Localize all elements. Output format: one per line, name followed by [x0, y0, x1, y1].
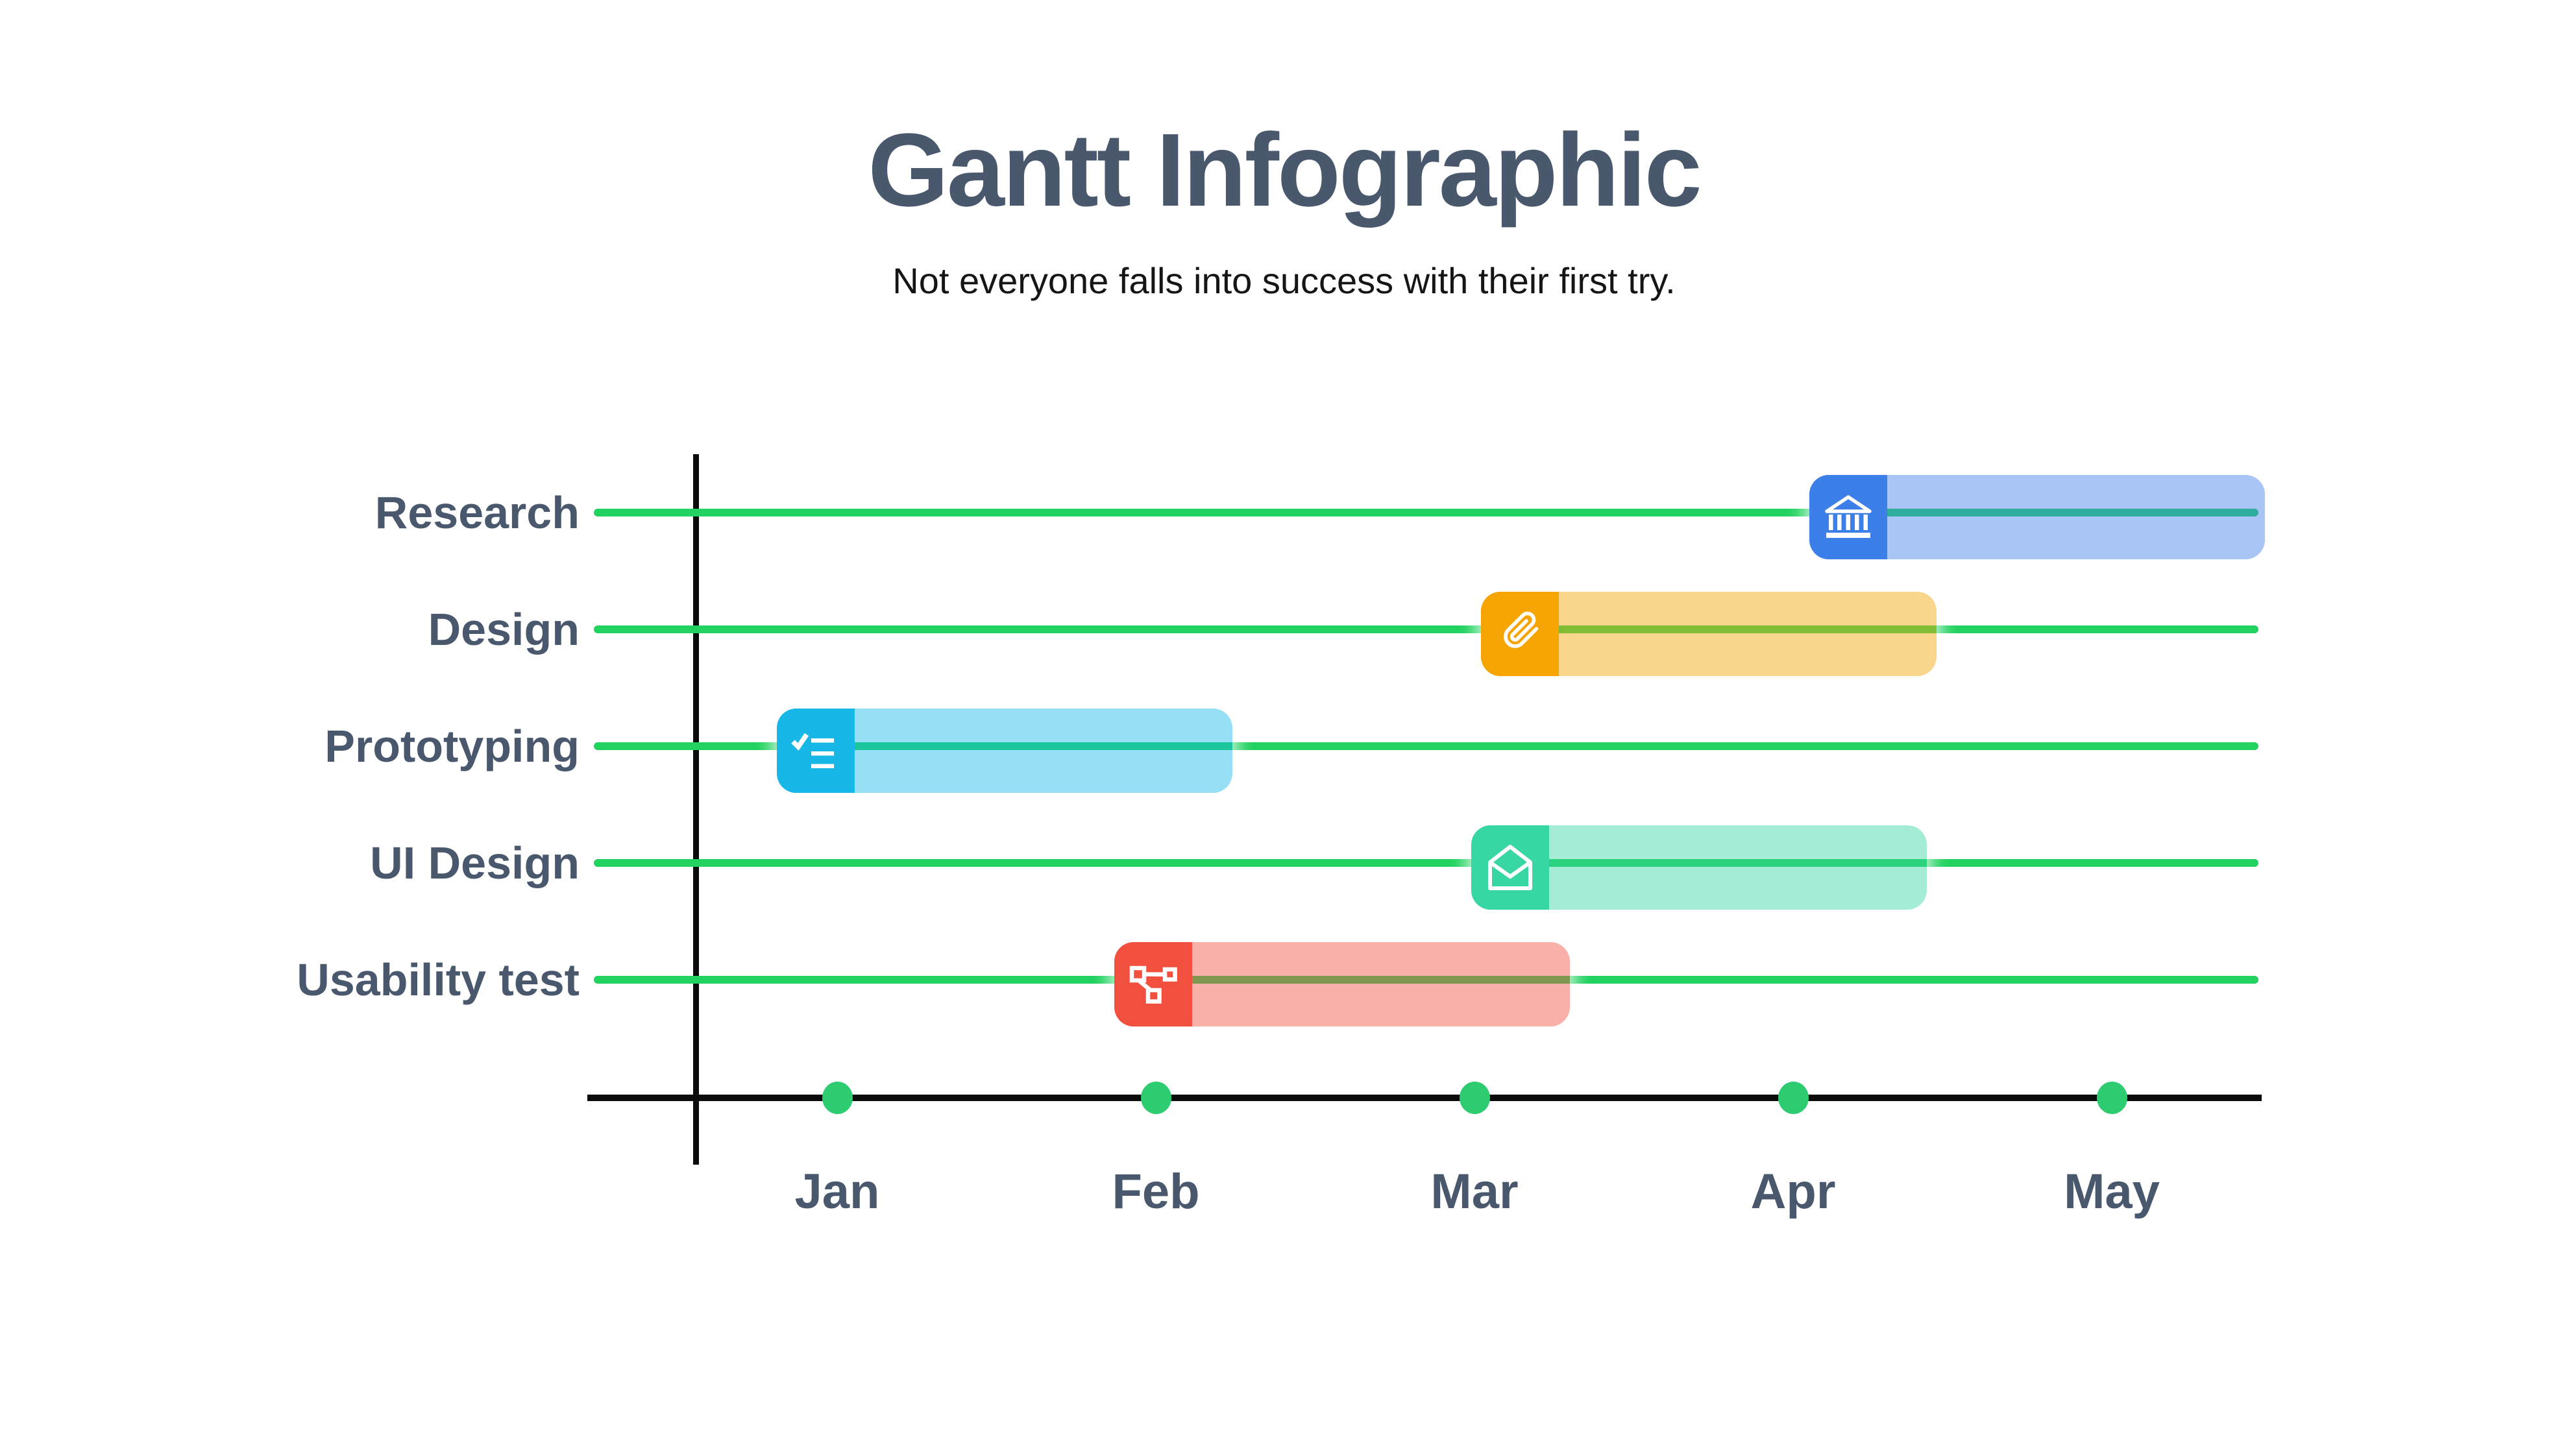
- task-label: Research: [374, 487, 580, 538]
- month-tick-dot: [1778, 1082, 1809, 1114]
- month-tick-label: Feb: [1112, 1164, 1200, 1219]
- task-timeline-line: [594, 976, 2258, 984]
- x-axis-line: [587, 1095, 2262, 1101]
- month-tick-dot: [2096, 1082, 2127, 1114]
- task-label: Prototyping: [324, 721, 580, 771]
- month-tick-label: Mar: [1430, 1164, 1519, 1219]
- bank-icon: [1809, 475, 1887, 559]
- task-timeline-line: [594, 742, 2258, 750]
- task-timeline-line: [594, 859, 2258, 867]
- page-subtitle: Not everyone falls into success with the…: [892, 260, 1676, 301]
- month-tick-dot: [1459, 1082, 1490, 1114]
- month-tick-label: Jan: [794, 1164, 880, 1219]
- task-label: Usability test: [297, 954, 580, 1005]
- month-tick-label: Apr: [1750, 1164, 1836, 1219]
- month-tick-dot: [822, 1082, 853, 1114]
- checklist-icon: [776, 709, 855, 793]
- task-label: UI Design: [370, 838, 580, 888]
- task-timeline-line: [594, 625, 2258, 633]
- page-title: Gantt Infographic: [868, 112, 1702, 228]
- month-tick-dot: [1140, 1082, 1171, 1114]
- y-axis-line: [692, 454, 699, 1165]
- task-label: Design: [428, 604, 580, 655]
- paperclip-icon: [1480, 592, 1559, 676]
- envelope-icon: [1471, 825, 1550, 910]
- workflow-icon: [1114, 942, 1193, 1026]
- month-tick-label: May: [2064, 1164, 2160, 1219]
